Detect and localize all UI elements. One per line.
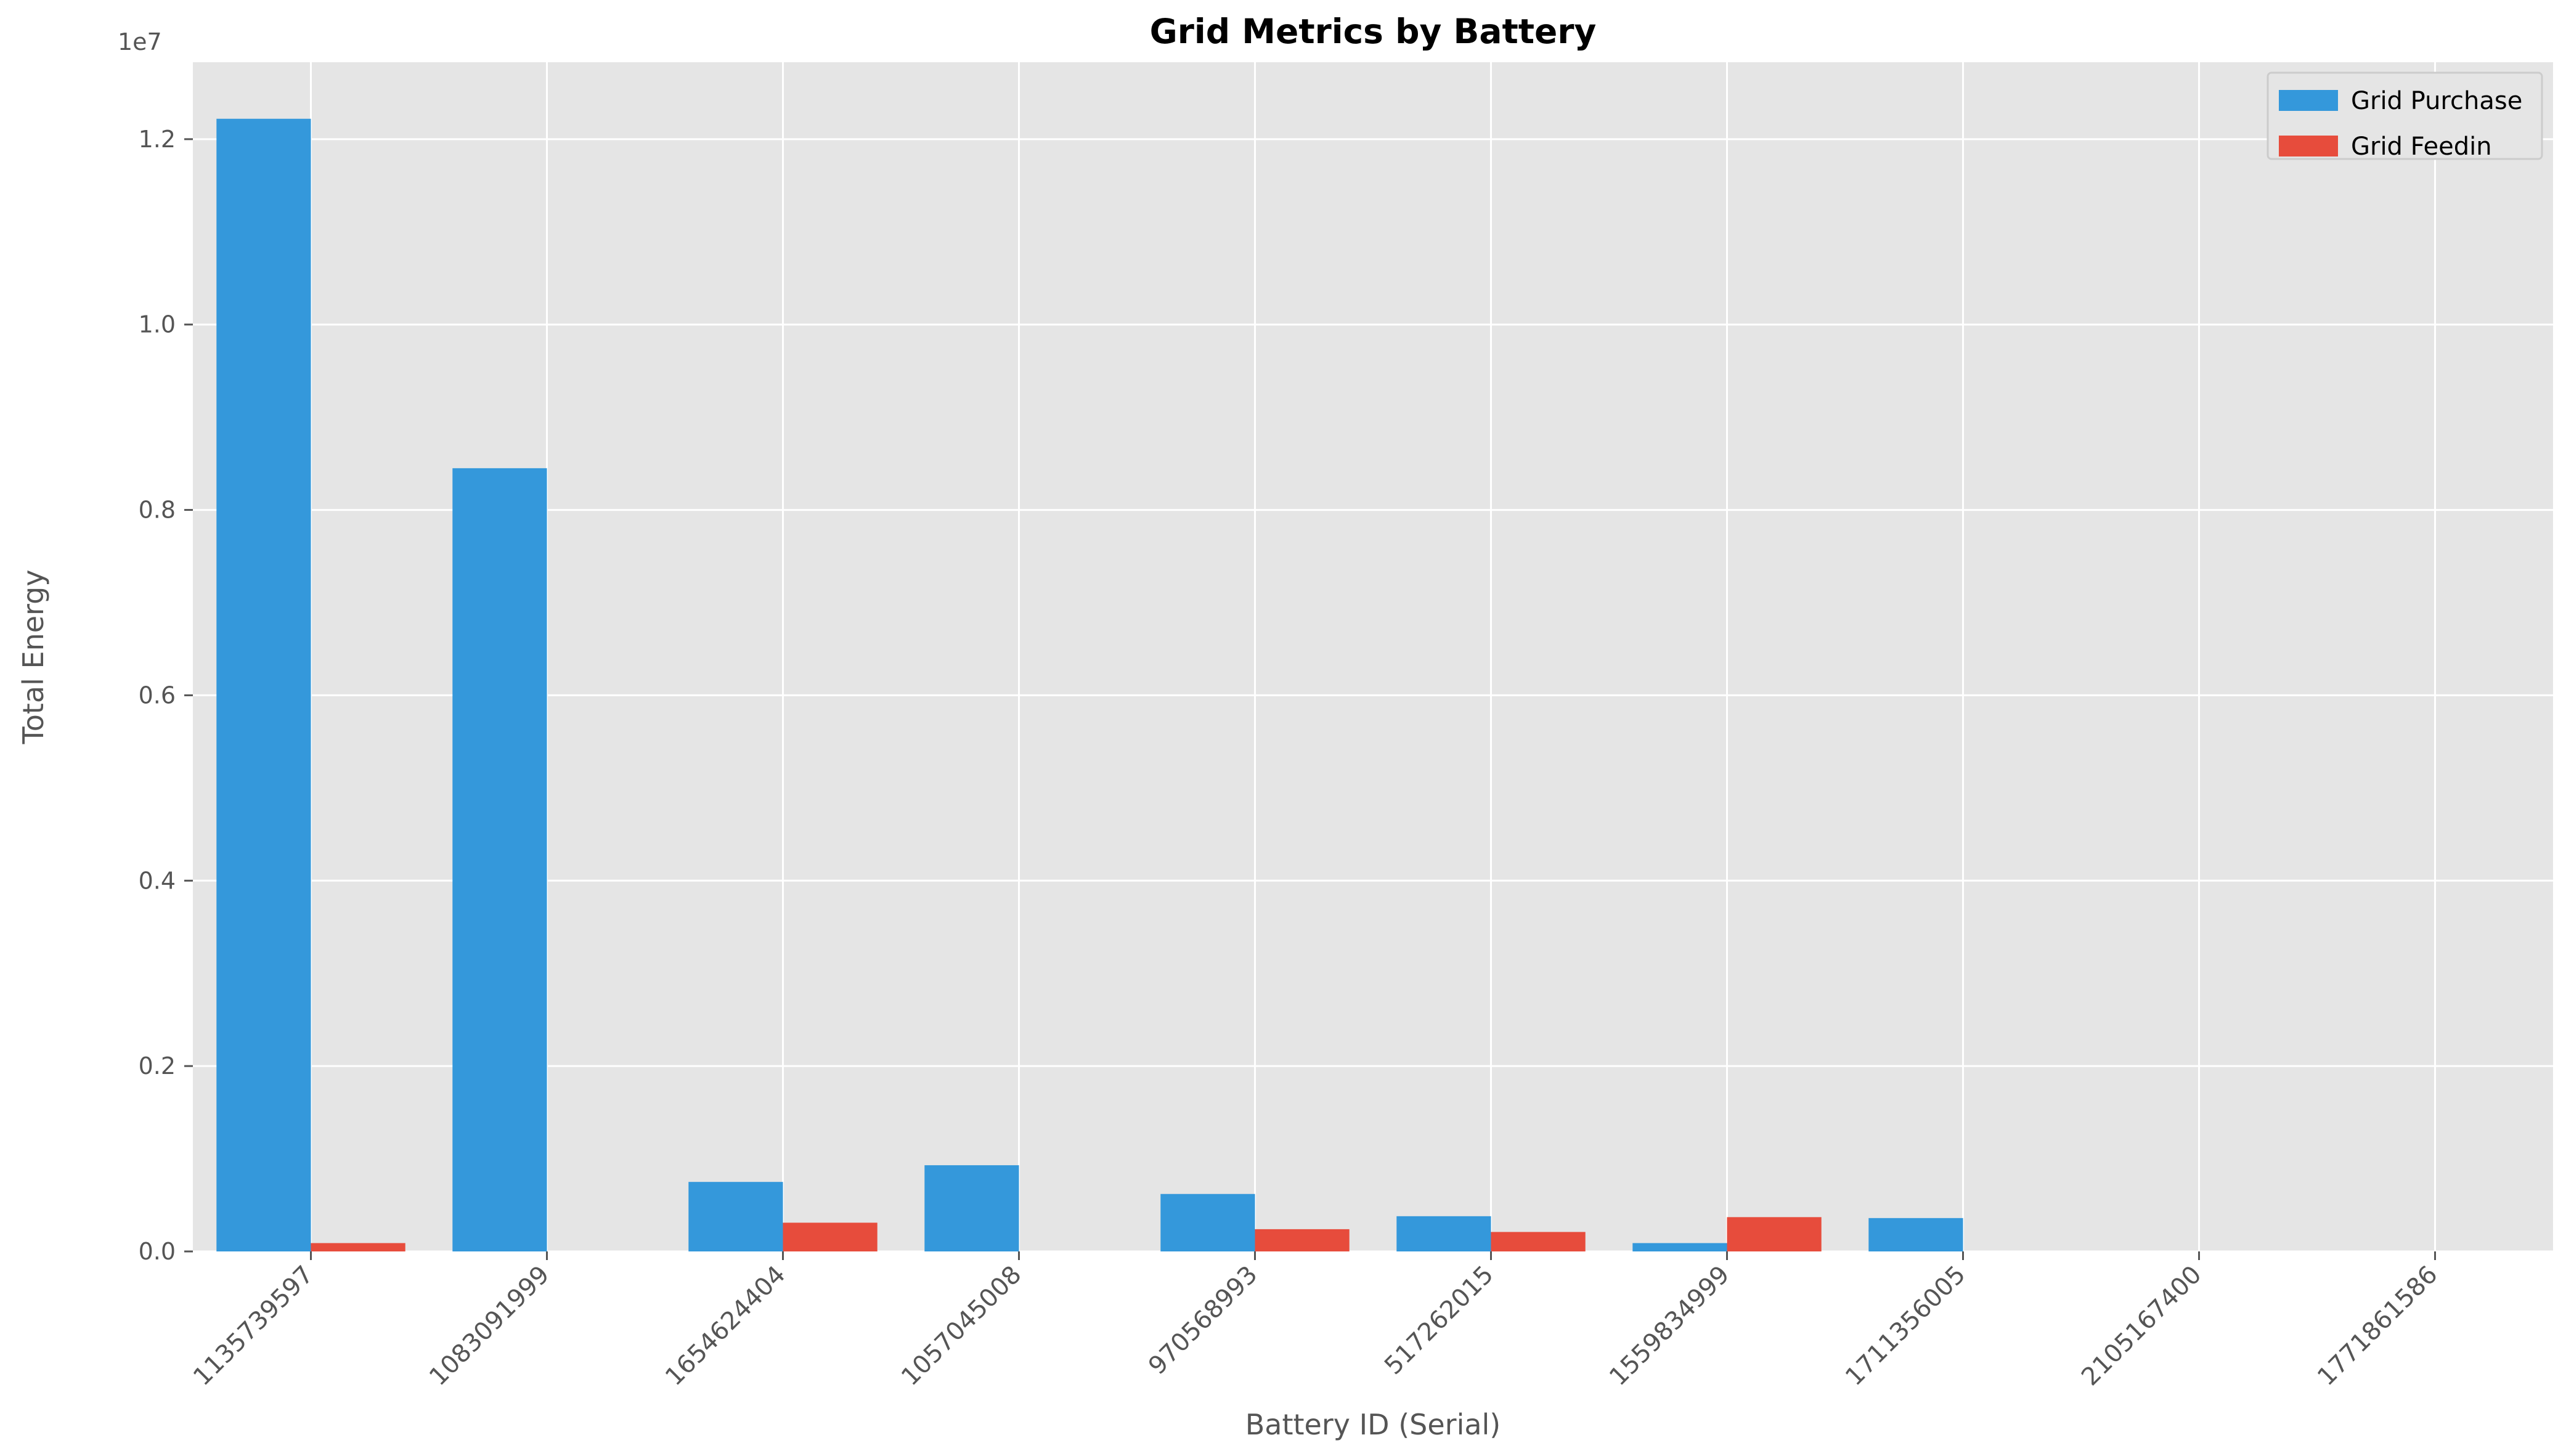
bar-grid-purchase bbox=[1160, 1194, 1255, 1251]
x-tick-label: 1771861586 bbox=[2312, 1261, 2443, 1391]
y-tick-label: 1.0 bbox=[139, 311, 176, 338]
legend-swatch bbox=[2279, 136, 2338, 157]
bar-grid-purchase bbox=[1396, 1216, 1491, 1251]
x-tick-label: 1057045008 bbox=[896, 1261, 1027, 1391]
x-tick-label: 970568993 bbox=[1143, 1261, 1263, 1380]
y-tick-label: 0.0 bbox=[139, 1238, 176, 1265]
x-tick-label: 1711356005 bbox=[1840, 1261, 1971, 1391]
bar-grid-purchase bbox=[1632, 1243, 1727, 1251]
y-tick-label: 1.2 bbox=[139, 126, 176, 153]
x-tick-label: 1135739597 bbox=[188, 1261, 319, 1391]
y-tick-label: 0.4 bbox=[139, 867, 176, 894]
bar-grid-purchase bbox=[1868, 1218, 1963, 1251]
x-axis-label: Battery ID (Serial) bbox=[1245, 1408, 1501, 1441]
bar-grid-purchase bbox=[924, 1165, 1019, 1251]
y-tick-label: 0.8 bbox=[139, 497, 176, 524]
bar-grid-feedin bbox=[1727, 1217, 1822, 1251]
x-tick-label: 517262015 bbox=[1379, 1261, 1499, 1380]
chart-title: Grid Metrics by Battery bbox=[1150, 12, 1597, 51]
legend-entry: Grid Purchase bbox=[2351, 87, 2522, 115]
bar-grid-feedin bbox=[783, 1222, 878, 1251]
legend: Grid Purchase Grid Feedin bbox=[2267, 71, 2543, 161]
bar-grid-feedin bbox=[1491, 1232, 1586, 1251]
x-tick-labels: 1135739597 1083091999 1654624404 1057045008… bbox=[188, 1251, 2443, 1391]
x-tick-label: 2105167400 bbox=[2076, 1261, 2207, 1391]
legend-entry: Grid Feedin bbox=[2351, 132, 2492, 161]
y-offset-label: 1e7 bbox=[118, 28, 162, 55]
y-tick-label: 0.2 bbox=[139, 1052, 176, 1080]
y-axis-label: Total Energy bbox=[17, 569, 50, 744]
bar-grid-purchase bbox=[216, 118, 311, 1252]
bar-grid-feedin bbox=[311, 1243, 405, 1251]
plot-area bbox=[193, 62, 2553, 1251]
bars bbox=[216, 118, 1963, 1252]
x-tick-label: 1083091999 bbox=[424, 1261, 555, 1391]
legend-swatch bbox=[2279, 90, 2338, 111]
y-tick-label: 0.6 bbox=[139, 681, 176, 709]
bar-grid-purchase bbox=[452, 468, 547, 1251]
x-tick-label: 1654624404 bbox=[660, 1261, 791, 1391]
bar-grid-purchase bbox=[688, 1182, 783, 1251]
bar-grid-feedin bbox=[1255, 1229, 1350, 1251]
x-tick-label: 1559834999 bbox=[1604, 1261, 1735, 1391]
y-tick-labels: 0.0 0.2 0.4 0.6 0.8 1.0 1.2 bbox=[139, 126, 193, 1265]
